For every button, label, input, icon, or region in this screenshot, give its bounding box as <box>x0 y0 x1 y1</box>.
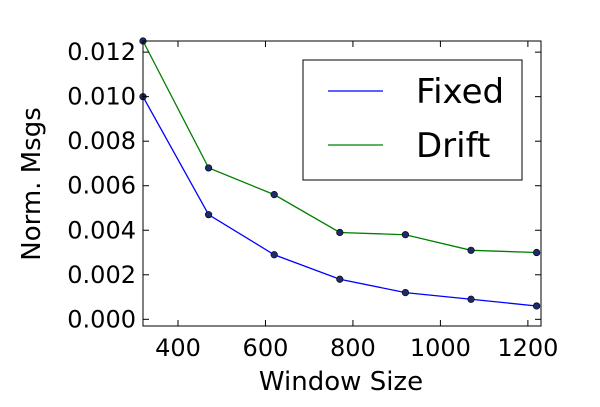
data-point-drift <box>401 231 410 239</box>
legend-label-drift: Drift <box>416 126 490 166</box>
y-tick-label: 0.006 <box>67 172 136 200</box>
data-point-drift <box>270 191 278 199</box>
legend: Fixed Drift <box>302 59 523 181</box>
data-point-fixed <box>270 251 278 259</box>
data-point-drift <box>467 246 475 254</box>
ticks-layer <box>143 41 541 326</box>
plot-frame <box>142 40 542 327</box>
marker-layer <box>139 37 541 310</box>
y-tick-label: 0.004 <box>67 216 136 244</box>
x-tick-label: 800 <box>330 334 376 362</box>
data-point-fixed <box>205 211 213 219</box>
data-point-fixed <box>533 302 541 310</box>
x-tick-label: 600 <box>243 334 289 362</box>
legend-box <box>302 59 523 181</box>
data-point-fixed <box>401 289 410 297</box>
x-tick-label: 1000 <box>410 334 471 362</box>
y-axis-label: Norm. Msgs <box>17 107 47 260</box>
data-point-drift <box>205 164 213 172</box>
y-tick-label: 0.012 <box>67 38 136 66</box>
data-point-fixed <box>467 295 475 303</box>
y-tick-label: 0.000 <box>67 305 136 333</box>
tick-labels-layer: 400 600 800 1000 1200 0.000 0.002 0.004 0.006 0.0… <box>67 38 558 362</box>
data-point-drift <box>533 248 541 257</box>
x-tick-label: 1200 <box>497 334 558 362</box>
legend-label-fixed: Fixed <box>416 72 504 112</box>
y-tick-label: 0.002 <box>67 261 136 289</box>
data-point-fixed <box>336 275 344 283</box>
data-point-drift <box>336 228 344 237</box>
y-tick-label: 0.010 <box>67 83 136 111</box>
x-axis-label: Window Size <box>259 367 423 397</box>
y-tick-label: 0.008 <box>67 127 136 155</box>
x-tick-label: 400 <box>155 334 201 362</box>
